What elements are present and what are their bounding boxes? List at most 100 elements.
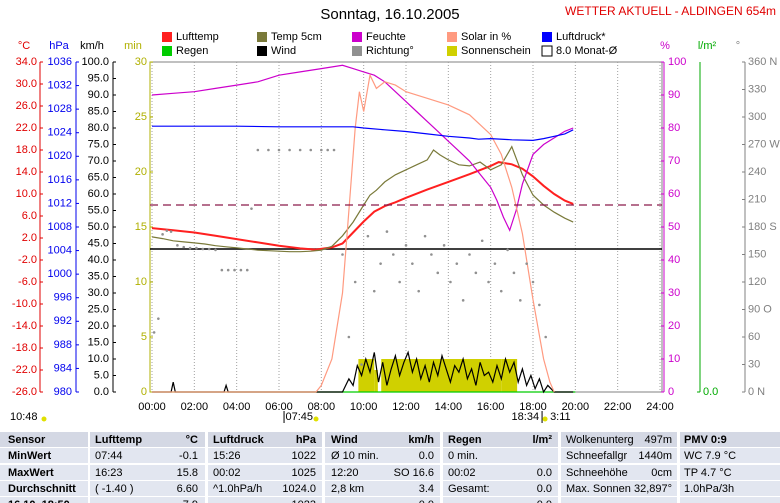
direction-dot [531, 280, 535, 284]
legend-swatch [541, 45, 553, 57]
table-value: -0.1 [179, 450, 198, 462]
direction-dot [499, 289, 503, 293]
direction-dot [461, 299, 465, 302]
table-value: 1025 [292, 467, 316, 479]
table-value: 0.0 [419, 450, 434, 462]
table-header: Wind [331, 434, 358, 446]
direction-dot [169, 230, 173, 233]
y-tick-label: -22.0 [12, 364, 37, 376]
y-tick-label: 1020 [48, 150, 72, 162]
direction-dot [442, 244, 446, 247]
axis-title: °C [18, 40, 30, 52]
y-tick-label: 50.0 [88, 221, 109, 233]
table-value: TP 4.7 °C [684, 467, 732, 479]
y-tick-label: 0.0 [94, 386, 109, 398]
table-value: MinWert [8, 450, 52, 462]
direction-dot [493, 262, 497, 265]
y-tick-label: 30 [135, 56, 147, 68]
y-tick-label: 0.0 [703, 386, 718, 398]
table-cell [208, 432, 322, 447]
direction-dot [544, 335, 547, 339]
table-value: 1.0hPa/3h [684, 483, 734, 495]
table-cell [325, 497, 440, 503]
direction-dot [538, 303, 541, 307]
y-tick-label: 22.0 [16, 122, 37, 134]
y-tick-label: 10 [668, 353, 680, 365]
table-cell [0, 481, 88, 496]
y-tick-label: 80.0 [88, 122, 109, 134]
y-tick-label: 18.0 [16, 144, 37, 156]
direction-dot [152, 331, 156, 334]
y-tick-label: 15 [135, 221, 147, 233]
table-header: PMV 0:9 [684, 434, 727, 446]
y-tick-label: 0 [141, 386, 147, 398]
y-tick-label: 10 [135, 276, 147, 288]
y-tick-label: 330 [748, 83, 766, 95]
y-tick-label: 270 W [748, 138, 780, 150]
y-tick-label: 60 [668, 188, 680, 200]
y-tick-label: 35.0 [88, 270, 109, 282]
annotation: 10:48 [10, 411, 38, 423]
sunshine-bar [358, 359, 375, 392]
y-tick-label: 80 [668, 122, 680, 134]
table-value: 1022 [292, 450, 316, 462]
y-tick-label: 1028 [48, 103, 72, 115]
y-tick-label: 34.0 [16, 56, 37, 68]
y-tick-label: 0 N [748, 386, 765, 398]
table-cell [90, 465, 205, 480]
axis-title: hPa [49, 40, 69, 52]
y-tick-label: -10.0 [12, 298, 37, 310]
legend-label: Wind [271, 45, 296, 57]
direction-dot [404, 244, 408, 247]
table-value: 7.9 [183, 499, 198, 503]
y-tick-label: 240 [748, 166, 766, 178]
x-tick-label: 18:00 [519, 401, 547, 413]
y-tick-label: -14.0 [12, 320, 37, 332]
direction-dot [398, 280, 401, 284]
x-tick-label: 02:00 [181, 401, 209, 413]
table-cell [561, 465, 677, 480]
table-value: 0.0 [419, 499, 434, 503]
table-value: ( -1.40 ) [95, 483, 134, 495]
y-tick-label: 0 [668, 386, 674, 398]
y-tick-label: 25 [135, 111, 147, 123]
direction-dot [332, 148, 336, 152]
legend-label: 8.0 Monat-Ø [556, 45, 618, 57]
y-tick-label: 30.0 [16, 78, 37, 90]
y-tick-label: 980 [54, 386, 72, 398]
table-value: 0 min. [448, 450, 478, 462]
direction-dot [233, 268, 236, 272]
marker [313, 416, 319, 422]
axis-title: ° [736, 40, 740, 52]
x-tick-label: 16:00 [477, 401, 505, 413]
x-tick-label: 12:00 [392, 401, 420, 413]
table-cell [0, 448, 88, 463]
table-cell [561, 448, 677, 463]
y-tick-label: 70.0 [88, 155, 109, 167]
table-value: Schneefallgr [566, 450, 627, 462]
legend-swatch [542, 32, 552, 42]
y-tick-label: 988 [54, 339, 72, 351]
table-value: 12:20 [331, 467, 359, 479]
legend-swatch [162, 46, 172, 56]
table-cell [443, 432, 558, 447]
table-header: 497m [644, 434, 672, 446]
y-tick-label: 65.0 [88, 171, 109, 183]
x-tick-label: 08:00 [308, 401, 336, 413]
y-tick-label: 1008 [48, 221, 72, 233]
y-tick-label: 300 [748, 111, 766, 123]
legend-swatch [447, 46, 457, 56]
table-value: 0.0 [537, 483, 552, 495]
direction-dot [519, 299, 522, 302]
table-header: °C [186, 434, 198, 446]
y-tick-label: 30 [748, 358, 760, 370]
table-value: 00:02 [213, 467, 241, 479]
direction-dot [449, 280, 452, 284]
table-value: 15.8 [177, 467, 198, 479]
legend-label: Richtung° [366, 45, 414, 57]
y-tick-label: 30 [668, 287, 680, 299]
x-tick-label: 22:00 [604, 401, 632, 413]
table-value: 32,897° [634, 483, 672, 495]
y-tick-label: -6.0 [18, 276, 37, 288]
y-tick-label: 20 [135, 166, 147, 178]
